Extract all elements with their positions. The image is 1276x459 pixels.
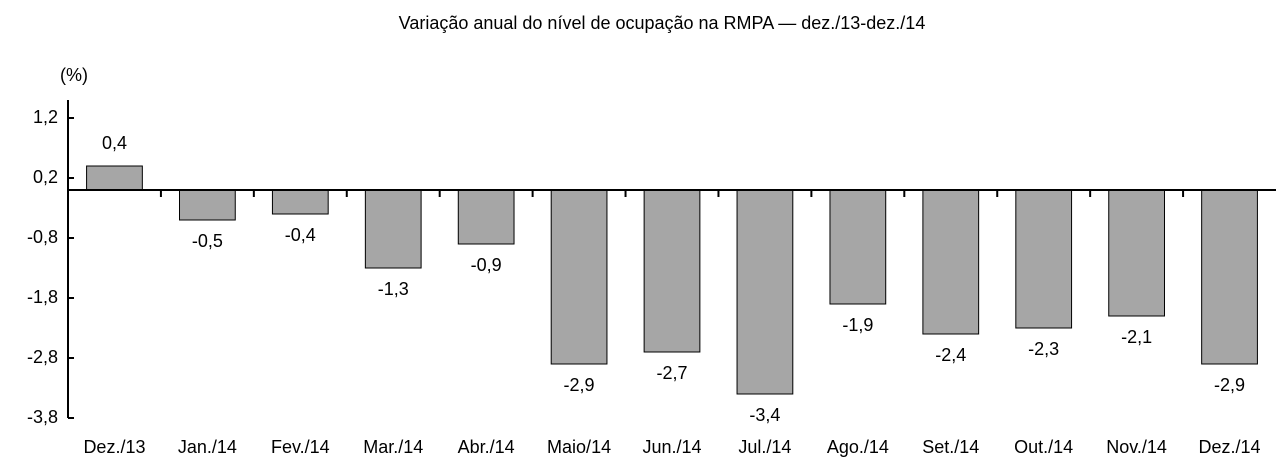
bar bbox=[1108, 189, 1165, 317]
x-tick-label: Dez./14 bbox=[1199, 437, 1261, 457]
value-label: -2,1 bbox=[1121, 327, 1152, 347]
y-axis-label: (%) bbox=[60, 65, 88, 85]
bar bbox=[736, 189, 794, 395]
x-tick-label: Jan./14 bbox=[178, 437, 237, 457]
value-label: 0,4 bbox=[102, 133, 127, 153]
x-tick-label: Jun./14 bbox=[642, 437, 701, 457]
bar bbox=[271, 189, 329, 215]
x-tick-label: Abr./14 bbox=[458, 437, 515, 457]
value-label: -1,3 bbox=[378, 279, 409, 299]
value-label: -2,7 bbox=[656, 363, 687, 383]
bar bbox=[829, 189, 887, 305]
y-tick-label: -0,8 bbox=[27, 227, 58, 247]
bar bbox=[364, 189, 422, 269]
y-tick-label: -2,8 bbox=[27, 347, 58, 367]
bar bbox=[86, 165, 143, 191]
bar bbox=[1201, 189, 1258, 365]
x-tick-label: Fev./14 bbox=[271, 437, 330, 457]
x-tick-label: Maio/14 bbox=[547, 437, 611, 457]
bar bbox=[179, 189, 236, 221]
value-label: -0,5 bbox=[192, 231, 223, 251]
x-tick-label: Dez./13 bbox=[83, 437, 145, 457]
value-label: -3,4 bbox=[749, 405, 780, 425]
x-tick-label: Set./14 bbox=[922, 437, 979, 457]
x-tick-label: Ago./14 bbox=[827, 437, 889, 457]
bar bbox=[1015, 189, 1073, 329]
y-tick-label: -1,8 bbox=[27, 287, 58, 307]
value-label: -2,9 bbox=[564, 375, 595, 395]
value-label: -2,3 bbox=[1028, 339, 1059, 359]
value-label: -2,9 bbox=[1214, 375, 1245, 395]
value-label: -0,9 bbox=[471, 255, 502, 275]
bar bbox=[457, 189, 515, 245]
y-tick-label: 1,2 bbox=[33, 107, 58, 127]
y-tick-label: 0,2 bbox=[33, 167, 58, 187]
value-label: -0,4 bbox=[285, 225, 316, 245]
value-label: -2,4 bbox=[935, 345, 966, 365]
y-tick-label: -3,8 bbox=[27, 407, 58, 427]
value-label: -1,9 bbox=[842, 315, 873, 335]
bar bbox=[922, 189, 980, 335]
bar bbox=[643, 189, 701, 353]
x-tick-label: Mar./14 bbox=[363, 437, 423, 457]
x-tick-label: Nov./14 bbox=[1106, 437, 1167, 457]
bar bbox=[550, 189, 608, 365]
chart-title: Variação anual do nível de ocupação na R… bbox=[399, 13, 926, 33]
x-tick-label: Out./14 bbox=[1014, 437, 1073, 457]
x-tick-label: Jul./14 bbox=[738, 437, 791, 457]
